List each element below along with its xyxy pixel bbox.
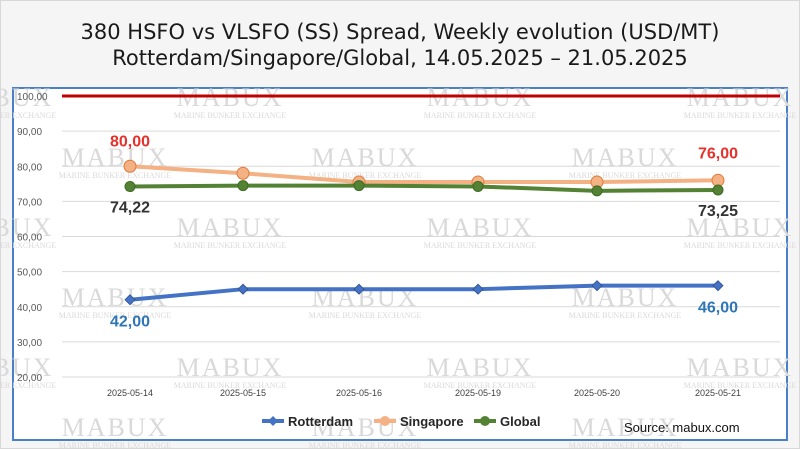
watermark-brand: MABUX [177, 213, 284, 242]
watermark-brand: MABUX [572, 143, 679, 172]
y-tick-label: 40,00 [17, 303, 42, 314]
y-tick-label: 60,00 [17, 233, 42, 244]
data-label: 74,22 [110, 200, 150, 217]
watermark-brand: MABUX [312, 413, 419, 442]
watermark-tagline: MARINE BUNKER EXCHANGE [174, 111, 287, 120]
watermark-brand: MABUX [177, 353, 284, 382]
plot-area [12, 87, 788, 441]
watermark-tagline: MARINE BUNKER EXCHANGE [424, 381, 537, 390]
data-point-singapore [123, 159, 137, 173]
watermark-tagline: MARINE BUNKER EXCHANGE [309, 171, 422, 180]
watermark-brand: MABUX [572, 413, 679, 442]
watermark-brand: MABUX [312, 143, 419, 172]
watermark-tagline: MARINE BUNKER EXCHANGE [0, 241, 56, 250]
watermark-tagline: MARINE BUNKER EXCHANGE [59, 311, 172, 320]
watermark-brand: MABUX [0, 353, 53, 382]
watermark-tagline: MARINE BUNKER EXCHANGE [174, 381, 287, 390]
watermark-tagline: MARINE BUNKER EXCHANGE [0, 381, 56, 390]
y-tick-label: 70,00 [17, 197, 42, 208]
watermark-tagline: MARINE BUNKER EXCHANGE [174, 241, 287, 250]
watermark-tagline: MARINE BUNKER EXCHANGE [569, 171, 682, 180]
watermark-brand: MABUX [427, 353, 534, 382]
watermark-brand: MABUX [687, 213, 794, 242]
series-line-rotterdam [129, 283, 718, 302]
data-label: 73,25 [698, 203, 738, 220]
series-line-global [129, 183, 719, 193]
chart-title: 380 HSFO vs VLSFO (SS) Spread, Weekly ev… [80, 20, 720, 44]
source-text: Source: mabux.com [624, 420, 740, 435]
x-tick-label: 2025-05-15 [220, 388, 266, 398]
watermark-tagline: MARINE BUNKER EXCHANGE [0, 111, 56, 120]
data-point-global [712, 184, 724, 196]
watermark-brand: MABUX [0, 83, 53, 112]
watermark-brand: MABUX [0, 213, 53, 242]
watermark-tagline: MARINE BUNKER EXCHANGE [569, 311, 682, 320]
watermark-tagline: MARINE BUNKER EXCHANGE [684, 241, 797, 250]
data-point-global [237, 180, 249, 192]
watermark-brand: MABUX [62, 413, 169, 442]
watermark-tagline: MARINE BUNKER EXCHANGE [684, 381, 797, 390]
data-label: 80,00 [110, 133, 150, 150]
data-point-rotterdam [124, 294, 136, 306]
data-point-singapore [236, 166, 250, 180]
legend-marker-singapore [380, 416, 390, 426]
data-label: 46,00 [698, 300, 738, 317]
data-point-global [472, 180, 484, 192]
watermark-brand: MABUX [687, 353, 794, 382]
x-tick-label: 2025-05-16 [336, 388, 382, 398]
data-point-rotterdam [472, 283, 484, 295]
data-point-global [353, 180, 365, 192]
watermark-tagline: MARINE BUNKER EXCHANGE [424, 111, 537, 120]
legend-marker-rotterdam [268, 416, 278, 426]
legend-label-rotterdam: Rotterdam [288, 414, 353, 429]
watermark-tagline: MARINE BUNKER EXCHANGE [59, 171, 172, 180]
legend-label-global: Global [500, 414, 540, 429]
data-point-rotterdam [712, 280, 724, 292]
y-tick-label: 100,00 [17, 92, 48, 103]
watermark-brand: MABUX [427, 213, 534, 242]
legend-marker-global [480, 416, 490, 426]
watermark-tagline: MARINE BUNKER EXCHANGE [424, 241, 537, 250]
data-label: 76,00 [698, 145, 738, 162]
y-tick-label: 50,00 [17, 268, 42, 279]
chart-subtitle: Rotterdam/Singapore/Global, 14.05.2025 –… [112, 46, 688, 70]
watermark-tagline: MARINE BUNKER EXCHANGE [309, 441, 422, 449]
y-tick-label: 80,00 [17, 162, 42, 173]
series-line-singapore [129, 164, 719, 185]
watermark-tagline: MARINE BUNKER EXCHANGE [59, 441, 172, 449]
data-point-rotterdam [591, 280, 603, 292]
y-tick-label: 30,00 [17, 338, 42, 349]
data-point-global [124, 181, 136, 193]
x-tick-label: 2025-05-14 [107, 388, 153, 398]
x-tick-label: 2025-05-20 [574, 388, 620, 398]
y-tick-label: 90,00 [17, 127, 42, 138]
data-point-rotterdam [237, 283, 249, 295]
data-point-rotterdam [353, 283, 365, 295]
x-tick-label: 2025-05-19 [455, 388, 501, 398]
watermark-tagline: MARINE BUNKER EXCHANGE [309, 311, 422, 320]
watermark-tagline: MARINE BUNKER EXCHANGE [684, 111, 797, 120]
data-point-global [591, 185, 603, 197]
x-tick-label: 2025-05-21 [695, 388, 741, 398]
data-label: 42,00 [110, 314, 150, 331]
watermark-tagline: MARINE BUNKER EXCHANGE [569, 441, 682, 449]
y-tick-label: 20,00 [17, 373, 42, 384]
legend-label-singapore: Singapore [400, 414, 464, 429]
